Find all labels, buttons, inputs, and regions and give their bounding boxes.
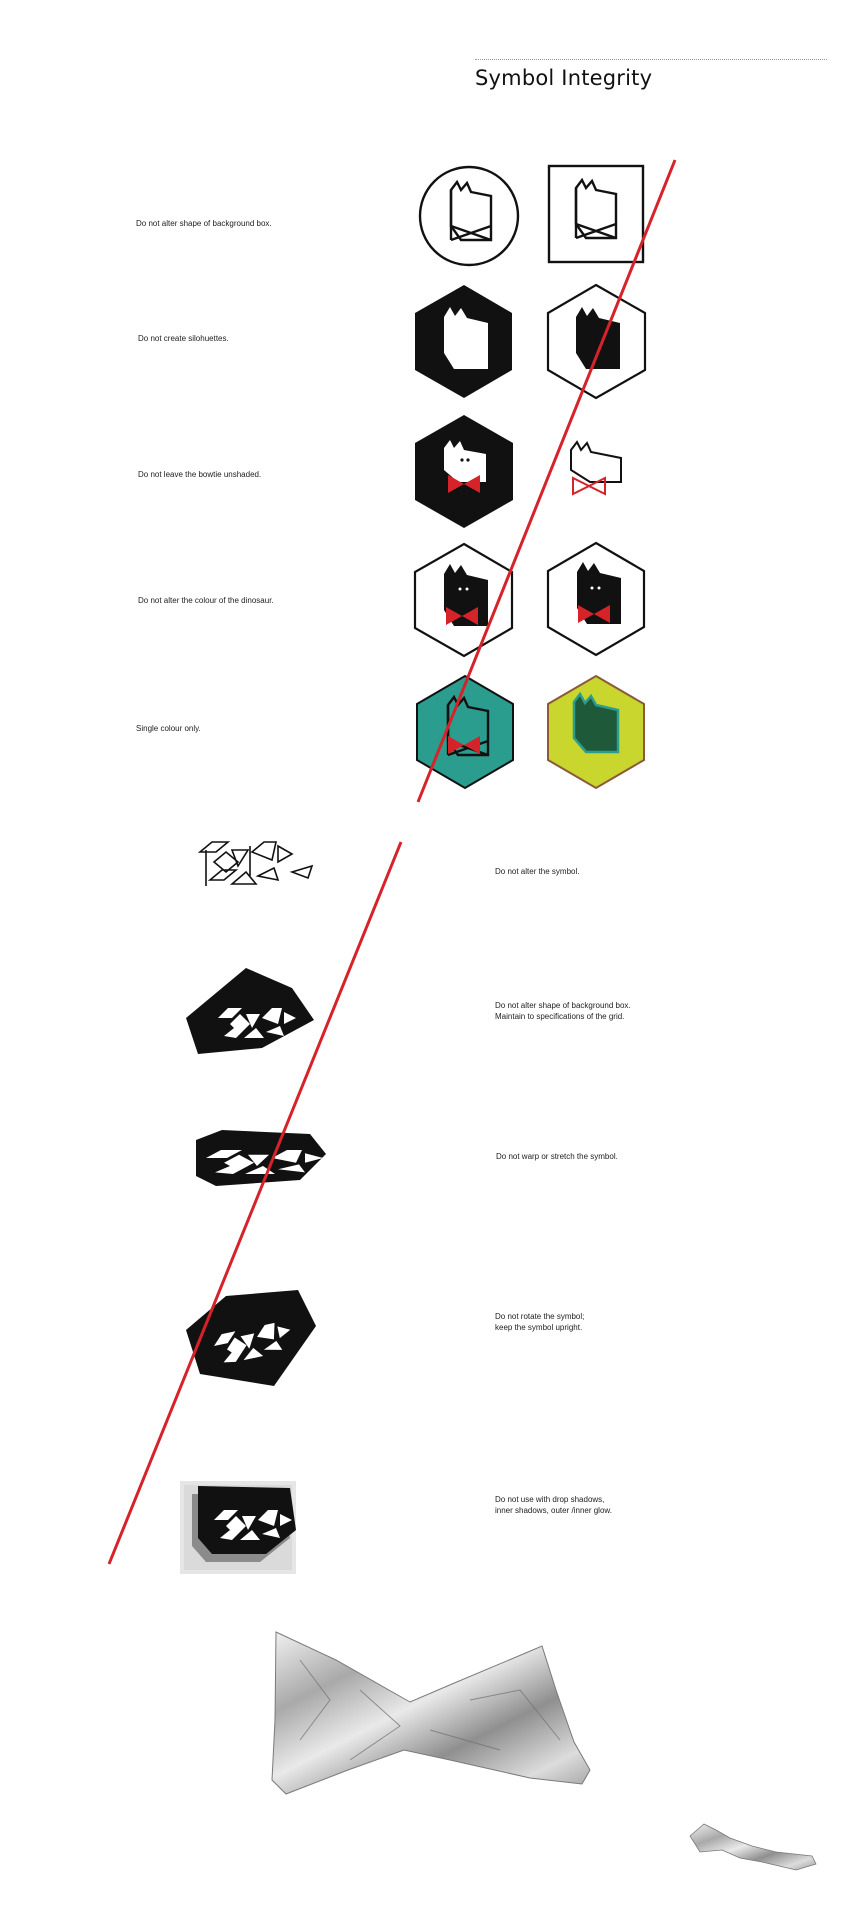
rule-label-10: Do not use with drop shadows, inner shad…: [495, 1495, 612, 1515]
hex-teal-correct: [416, 674, 514, 790]
hex-bowtie-correct: [415, 415, 513, 528]
foil-bowtie-photo: [271, 1631, 591, 1795]
rule-label-5: Single colour only.: [136, 724, 201, 733]
wordmark-stretched-incorrect: [196, 1130, 326, 1186]
circle-badge-correct: [418, 165, 520, 267]
square-badge-incorrect: [547, 164, 645, 264]
wordmark-rotated-incorrect: [186, 1290, 316, 1386]
wordmark-drop-shadow-incorrect: [180, 1481, 296, 1574]
hex-recoloured-dino-incorrect: [546, 541, 646, 657]
wordmark-black-box-correct: [186, 968, 314, 1054]
rule-label-1: Do not alter shape of background box.: [136, 219, 272, 228]
strike-line-lower: [107, 841, 403, 1565]
rule-label-8: Do not warp or stretch the symbol.: [496, 1152, 618, 1161]
rule-label-7: Do not alter shape of background box. Ma…: [495, 1001, 631, 1021]
header-divider: [475, 59, 827, 60]
section-title: Symbol Integrity: [475, 66, 653, 90]
rule-label-3: Do not leave the bowtie unshaded.: [138, 470, 262, 479]
bowtie-unshaded-incorrect: [570, 440, 622, 496]
wordmark-outline-correct: [197, 841, 314, 886]
hex-silhouette-incorrect: [546, 283, 647, 400]
hex-lime-incorrect: [547, 674, 645, 790]
rule-label-9: Do not rotate the symbol; keep the symbo…: [495, 1312, 585, 1332]
foil-scrap-photo: [689, 1823, 817, 1871]
hex-black-correct: [415, 285, 512, 398]
strike-line-upper: [416, 159, 677, 803]
rule-label-6: Do not alter the symbol.: [495, 867, 580, 876]
hex-white-dino-correct: [413, 542, 514, 658]
rule-label-4: Do not alter the colour of the dinosaur.: [138, 596, 274, 605]
rule-label-2: Do not create silohuettes.: [138, 334, 229, 343]
